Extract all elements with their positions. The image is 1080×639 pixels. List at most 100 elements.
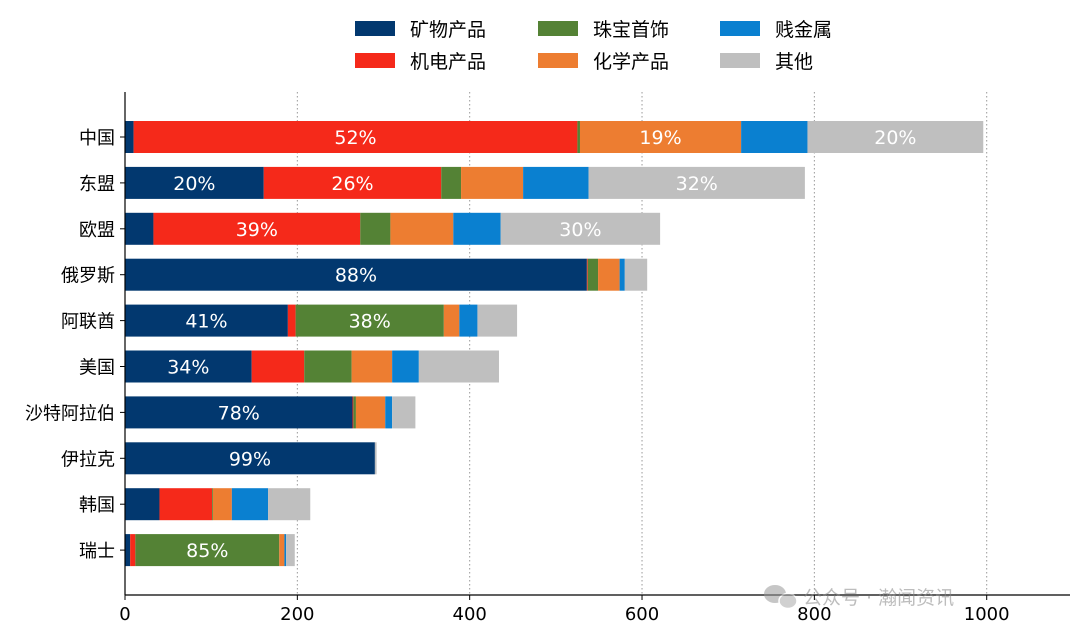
bar-segment [579, 121, 742, 153]
x-tick-label: 600 [625, 604, 659, 625]
bar-segment [125, 166, 264, 199]
legend-swatch [355, 21, 395, 36]
bar-segment [251, 350, 305, 383]
legend-label: 化学产品 [593, 51, 669, 73]
x-tick-label: 1000 [964, 604, 1010, 625]
data-label: 41% [185, 311, 227, 333]
bar-segment [500, 212, 661, 245]
data-label: 19% [639, 127, 681, 149]
bar-segment [588, 166, 805, 199]
legend-swatch [538, 21, 578, 36]
bar-segment [441, 166, 462, 199]
bar-segment [443, 304, 460, 337]
bar-segment [125, 350, 252, 383]
bar-segment [624, 258, 648, 291]
legend-swatch [720, 21, 760, 36]
legend-item: 化学产品 [538, 51, 669, 73]
data-label: 26% [331, 173, 373, 195]
bar-segment [360, 212, 391, 245]
bar-segment [598, 258, 620, 291]
bar-segment [268, 488, 311, 521]
legend-item: 贱金属 [720, 19, 832, 41]
legend-label: 其他 [775, 51, 813, 73]
data-label: 32% [676, 173, 718, 195]
bar-segment [130, 534, 136, 567]
data-label: 38% [349, 311, 391, 333]
bar-segment [263, 166, 442, 199]
bar-segment [619, 258, 625, 291]
bar-segment [304, 350, 352, 383]
bar-segment [461, 166, 524, 199]
bar-segment [212, 488, 213, 521]
bar-segment [577, 121, 580, 153]
x-tick-label: 0 [119, 604, 130, 625]
bar-segment [453, 212, 501, 245]
x-tick-label: 800 [797, 604, 831, 625]
bar-segment [133, 121, 578, 153]
bar-segment [231, 488, 269, 521]
bar-segment [287, 304, 296, 337]
bar-segment [390, 212, 454, 245]
y-tick-label: 沙特阿拉伯 [25, 403, 115, 424]
legend-item: 珠宝首饰 [538, 19, 669, 41]
data-label: 39% [236, 219, 278, 241]
bar-segment [125, 396, 353, 429]
bar-segment [125, 304, 288, 337]
bar-segment [418, 350, 499, 383]
data-label: 20% [173, 173, 215, 195]
bar-segment [212, 488, 232, 521]
bar-segment [125, 121, 134, 153]
data-label: 52% [334, 127, 376, 149]
legend-label: 机电产品 [410, 51, 486, 73]
bar-segment [159, 488, 213, 521]
watermark: 公众号 · 瀚闻资讯 [764, 585, 954, 610]
legend-swatch [538, 53, 578, 68]
bar-segment [125, 442, 375, 475]
data-label: 88% [335, 265, 377, 287]
bar-segment [374, 442, 377, 475]
bar-segment [153, 212, 361, 245]
bar-segment [352, 396, 354, 429]
bar-segment [355, 396, 386, 429]
y-tick-label: 阿联酋 [61, 312, 115, 333]
bar-segment [392, 350, 419, 383]
data-label: 20% [874, 127, 916, 149]
bar-segment [135, 534, 280, 567]
bar-segment [587, 258, 599, 291]
data-label: 99% [229, 448, 271, 470]
legend-item: 机电产品 [355, 51, 486, 73]
bar-segment [351, 350, 393, 383]
bar-segment [586, 258, 588, 291]
bar-segment [477, 304, 518, 337]
data-label: 30% [559, 219, 601, 241]
data-label: 34% [167, 357, 209, 379]
bar-segment [279, 534, 285, 567]
bar-segment [523, 166, 589, 199]
bar-segment [125, 258, 587, 291]
bar-segment [353, 396, 356, 429]
legend-label: 矿物产品 [410, 19, 486, 41]
watermark-text: 公众号 · 瀚闻资讯 [803, 587, 954, 609]
bar-segment [125, 534, 131, 567]
bar-segment [392, 396, 416, 429]
x-tick-label: 400 [453, 604, 487, 625]
y-tick-label: 东盟 [79, 174, 115, 195]
y-tick-label: 中国 [79, 128, 115, 149]
bar-segment [125, 212, 154, 245]
bar-segment [459, 304, 478, 337]
y-tick-label: 欧盟 [79, 220, 115, 241]
bar-segment [807, 121, 984, 153]
y-tick-label: 美国 [79, 358, 115, 379]
wechat-icon-bubble [778, 592, 798, 610]
bar-segment [295, 304, 444, 337]
legend-item: 其他 [720, 51, 813, 73]
data-label: 85% [186, 540, 228, 562]
legend-item: 矿物产品 [355, 19, 486, 41]
y-tick-label: 韩国 [79, 495, 115, 516]
legend-label: 珠宝首饰 [593, 19, 669, 41]
legend-label: 贱金属 [775, 19, 832, 41]
y-tick-label: 瑞士 [79, 541, 115, 562]
data-label: 78% [218, 402, 260, 424]
